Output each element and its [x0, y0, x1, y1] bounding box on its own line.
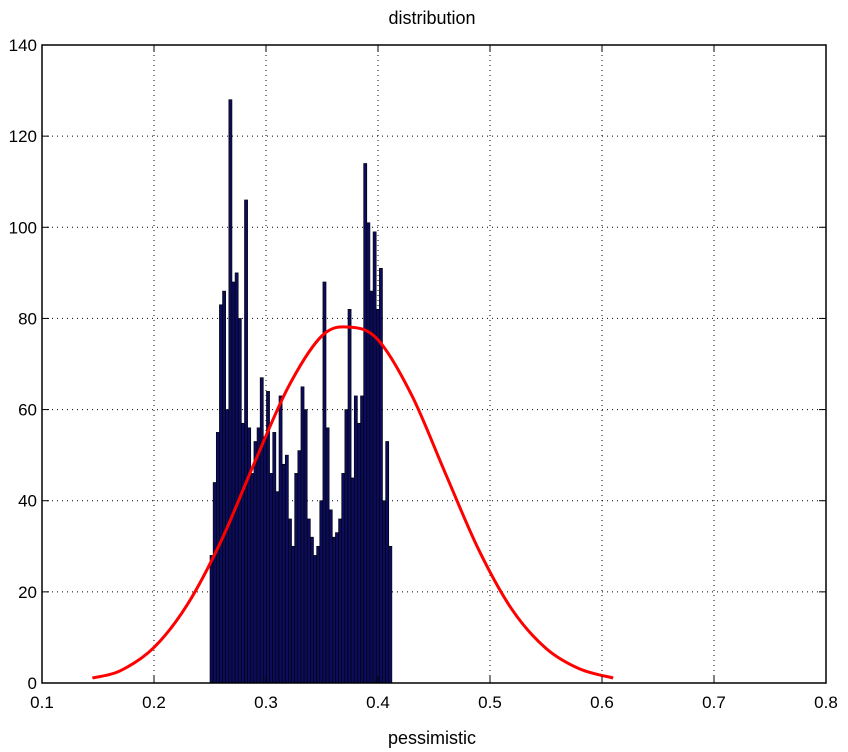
histogram-bar	[275, 491, 280, 684]
histogram-bar	[209, 555, 214, 684]
normal-fit-curve	[92, 325, 614, 680]
histogram-bar	[319, 500, 324, 684]
chart-title: distribution	[388, 8, 475, 28]
y-tick-label: 120	[9, 127, 37, 146]
x-tick-label: 0.7	[702, 693, 726, 712]
histogram-bar	[300, 386, 305, 684]
x-axis-ticks: 0.1 0.2 0.3 0.4 0.5 0.6 0.7 0.8	[30, 45, 838, 712]
x-tick-label: 0.4	[366, 693, 390, 712]
histogram-bar	[259, 377, 264, 684]
histogram-bar	[222, 290, 226, 684]
histogram-bar	[366, 222, 371, 684]
histogram-bar	[225, 409, 230, 684]
histogram-bar	[212, 482, 217, 684]
histogram-bar	[256, 427, 261, 684]
histogram-bar	[369, 290, 374, 684]
histogram-bar	[247, 427, 252, 684]
histogram-bar	[288, 518, 292, 684]
y-axis-ticks: 0 20 40 60 80 100 120 140	[9, 36, 826, 693]
histogram-bar	[347, 309, 352, 684]
histogram-bar	[382, 500, 386, 684]
histogram-bar	[272, 432, 277, 684]
histogram-bar	[325, 427, 330, 684]
y-tick-label: 20	[18, 583, 37, 602]
histogram-bar	[360, 395, 364, 684]
histogram-bar	[350, 477, 355, 684]
histogram-bar	[338, 518, 343, 684]
y-tick-label: 60	[18, 401, 37, 420]
histogram-bar	[375, 309, 380, 684]
histogram-bar	[297, 450, 302, 684]
histogram-bar	[388, 545, 393, 684]
histogram-bars	[209, 99, 393, 684]
histogram-bar	[379, 267, 383, 684]
histogram-bar	[269, 473, 274, 684]
plot-frame	[41, 44, 827, 684]
x-tick-label: 0.8	[814, 693, 838, 712]
x-tick-label: 0.6	[590, 693, 614, 712]
histogram-bar	[363, 163, 368, 684]
histogram-bar	[231, 281, 236, 684]
histogram-bar	[253, 441, 258, 684]
x-axis-label: pessimistic	[388, 728, 476, 748]
histogram-bar	[281, 463, 286, 684]
histogram-bar	[263, 436, 267, 684]
histogram-bar	[244, 199, 248, 684]
histogram-bar	[241, 422, 245, 684]
x-tick-label: 0.2	[142, 693, 166, 712]
histogram-bar	[316, 545, 321, 684]
y-tick-label: 140	[9, 36, 37, 55]
histogram-bar	[310, 536, 314, 684]
grid-lines	[42, 45, 826, 683]
histogram-bar	[291, 545, 295, 684]
histogram-bar	[278, 395, 283, 684]
histogram-bar	[322, 281, 327, 684]
histogram-bar	[341, 473, 346, 684]
histogram-bar	[215, 432, 220, 684]
y-tick-label: 100	[9, 218, 37, 237]
x-tick-label: 0.3	[254, 693, 278, 712]
histogram-bar	[357, 422, 361, 684]
y-tick-label: 0	[28, 674, 37, 693]
y-tick-label: 80	[18, 309, 37, 328]
histogram-bar	[353, 395, 358, 684]
histogram-bar	[385, 441, 390, 684]
histogram-bar	[250, 473, 255, 684]
histogram-bar	[313, 555, 317, 684]
histogram-bar	[306, 518, 311, 684]
histogram-bar	[303, 409, 308, 684]
histogram-bar	[219, 304, 223, 684]
y-tick-label: 40	[18, 492, 37, 511]
histogram-bar	[228, 99, 233, 684]
x-tick-label: 0.1	[30, 693, 54, 712]
histogram-bar	[284, 454, 289, 684]
histogram-bar	[234, 272, 239, 684]
histogram-bar	[335, 532, 339, 684]
histogram-bar	[328, 509, 333, 684]
histogram-bar	[372, 231, 377, 684]
x-tick-label: 0.5	[478, 693, 502, 712]
histogram-bar	[294, 473, 299, 684]
histogram-bar	[332, 536, 336, 684]
histogram-bar	[344, 409, 349, 684]
